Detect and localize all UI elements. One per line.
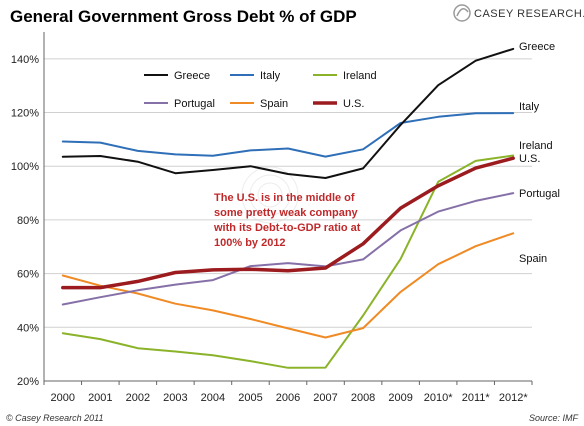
copyright-text: © Casey Research 2011 (6, 413, 104, 423)
x-tick-label: 2002 (126, 392, 150, 404)
brand-logo-icon (453, 4, 471, 22)
x-tick-label: 2006 (276, 392, 300, 404)
series-line-spain (61, 232, 515, 339)
x-tick-label: 2008 (351, 392, 375, 404)
series-lines (61, 47, 515, 369)
annotation-line-2: some pretty weak company (214, 207, 359, 219)
x-tick-label: 2011* (462, 392, 491, 404)
annotation-line-4: 100% by 2012 (214, 237, 286, 249)
x-tick-label: 2012* (499, 392, 528, 404)
end-label-us: U.S. (519, 153, 540, 165)
series-line-italy (61, 112, 515, 158)
annotation-line-3: with its Debt-to-GDP ratio at (213, 222, 361, 234)
end-label-spain: Spain (519, 253, 547, 265)
series-line-greece (61, 47, 515, 179)
legend-label: Greece (174, 70, 210, 82)
y-tick-label: 80% (17, 215, 39, 227)
y-axis-ticks: 20% 40% 60% 80% 100% 120% 140% (11, 54, 39, 388)
y-tick-label: 120% (11, 108, 39, 120)
series-line-ireland (61, 154, 515, 369)
legend: Greece Italy Ireland Portugal Spain U.S. (144, 70, 377, 110)
end-label-italy: Italy (519, 101, 540, 113)
x-axis-ticks: 2000 2001 2002 2003 2004 2005 2006 2007 2008 2009… (43, 381, 533, 404)
annotation: The U.S. is in the middle of some pretty… (213, 192, 361, 249)
x-tick-label: 2007 (313, 392, 337, 404)
x-tick-label: 2001 (88, 392, 112, 404)
end-label-ireland: Ireland (519, 140, 553, 152)
grid (43, 32, 532, 382)
brand-name: CASEY RESEARCH.COM (474, 8, 584, 20)
x-tick-label: 2004 (201, 392, 225, 404)
end-label-portugal: Portugal (519, 188, 560, 200)
y-tick-label: 60% (17, 269, 39, 281)
chart-title: General Government Gross Debt % of GDP (10, 7, 357, 26)
legend-label: Ireland (343, 70, 377, 82)
y-tick-label: 40% (17, 322, 39, 334)
legend-label: Portugal (174, 98, 215, 110)
watermark (241, 166, 299, 224)
legend-label: Italy (260, 70, 281, 82)
series-line-us (61, 156, 515, 290)
x-tick-label: 2000 (51, 392, 75, 404)
y-tick-label: 140% (11, 54, 39, 66)
end-label-greece: Greece (519, 41, 555, 53)
legend-label: U.S. (343, 98, 364, 110)
x-tick-label: 2010* (424, 392, 453, 404)
y-tick-label: 20% (17, 376, 39, 388)
x-tick-label: 2003 (163, 392, 187, 404)
x-tick-label: 2009 (388, 392, 412, 404)
x-tick-label: 2005 (238, 392, 262, 404)
brand-logo: CASEY RESEARCH.COM (453, 4, 584, 22)
series-line-portugal (61, 192, 515, 306)
y-tick-label: 100% (11, 161, 39, 173)
series-end-labels: Greece Italy Ireland Portugal Spain U.S. (519, 41, 560, 265)
annotation-line-1: The U.S. is in the middle of (214, 192, 355, 204)
legend-label: Spain (260, 98, 288, 110)
source-text: Source: IMF (529, 413, 579, 423)
